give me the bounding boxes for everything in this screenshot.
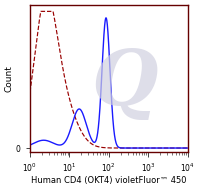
X-axis label: Human CD4 (OKT4) violetFluor™ 450: Human CD4 (OKT4) violetFluor™ 450 bbox=[31, 176, 187, 185]
Y-axis label: Count: Count bbox=[5, 65, 14, 92]
Text: Q: Q bbox=[91, 47, 158, 121]
